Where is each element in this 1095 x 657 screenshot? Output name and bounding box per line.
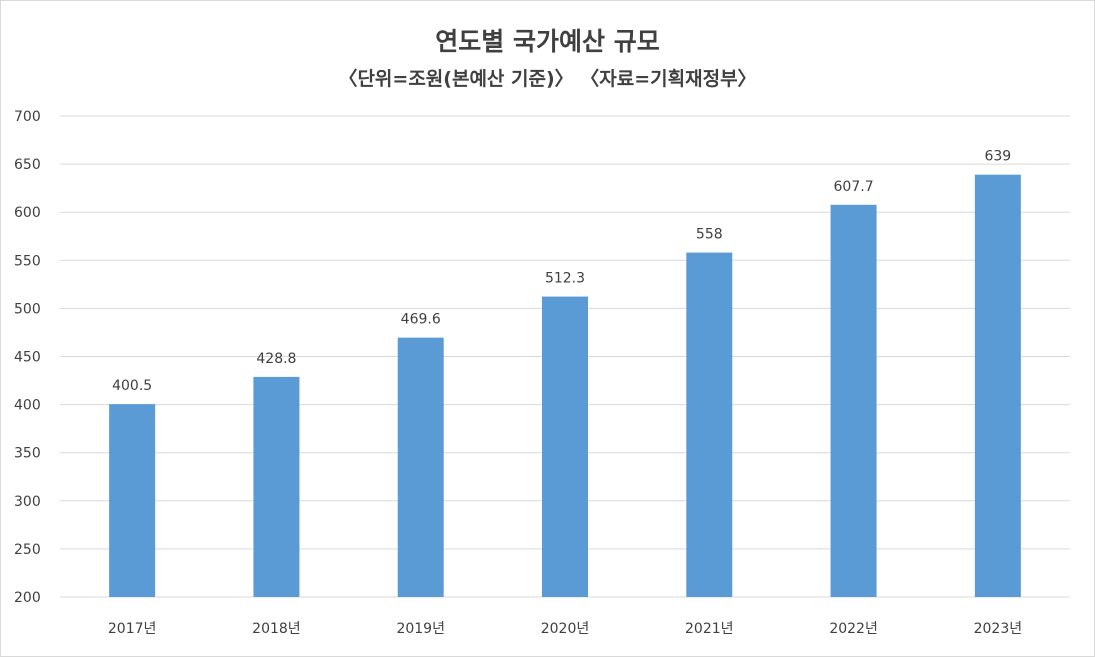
data-label: 558	[696, 227, 723, 243]
x-tick-label: 2019년	[396, 621, 445, 637]
x-tick-label: 2018년	[252, 621, 301, 637]
x-tick-label: 2021년	[685, 621, 734, 637]
bar	[542, 296, 588, 597]
bars	[109, 174, 1021, 597]
y-tick-label: 350	[14, 446, 41, 462]
x-tick-label: 2020년	[541, 621, 590, 637]
y-axis: 200 250 300 350 400 450 500 550 600 650 700	[14, 109, 41, 606]
x-tick-label: 2022년	[829, 621, 878, 637]
data-label: 428.8	[256, 351, 296, 367]
chart-subtitle: 〈단위=조원(본예산 기준)〉 〈자료=기획재정부〉	[338, 68, 757, 90]
bar	[974, 174, 1021, 597]
data-label: 469.6	[401, 312, 441, 328]
data-label: 639	[984, 149, 1011, 165]
y-tick-label: 650	[14, 157, 41, 173]
bar	[253, 376, 300, 597]
y-tick-label: 250	[14, 542, 41, 558]
data-labels: 400.5 428.8 469.6 512.3 558 607.7 639	[112, 149, 1011, 394]
y-tick-label: 200	[14, 590, 41, 606]
chart-title: 연도별 국가예산 규모	[435, 27, 660, 56]
y-tick-label: 300	[14, 494, 41, 510]
x-tick-label: 2017년	[108, 621, 157, 637]
bar	[830, 204, 877, 597]
bar	[109, 404, 156, 597]
x-tick-label: 2023년	[974, 621, 1023, 637]
y-tick-label: 550	[14, 253, 41, 269]
y-tick-label: 400	[14, 398, 41, 414]
x-axis: 2017년 2018년 2019년 2020년 2021년 2022년 2023년	[108, 621, 1022, 637]
data-label: 607.7	[834, 179, 874, 195]
bar	[397, 337, 444, 597]
data-label: 400.5	[112, 378, 152, 394]
y-tick-label: 500	[14, 301, 41, 317]
bar	[686, 252, 733, 597]
y-tick-label: 600	[14, 205, 41, 221]
y-tick-label: 700	[14, 109, 41, 125]
data-label: 512.3	[545, 271, 585, 287]
y-tick-label: 450	[14, 350, 41, 366]
